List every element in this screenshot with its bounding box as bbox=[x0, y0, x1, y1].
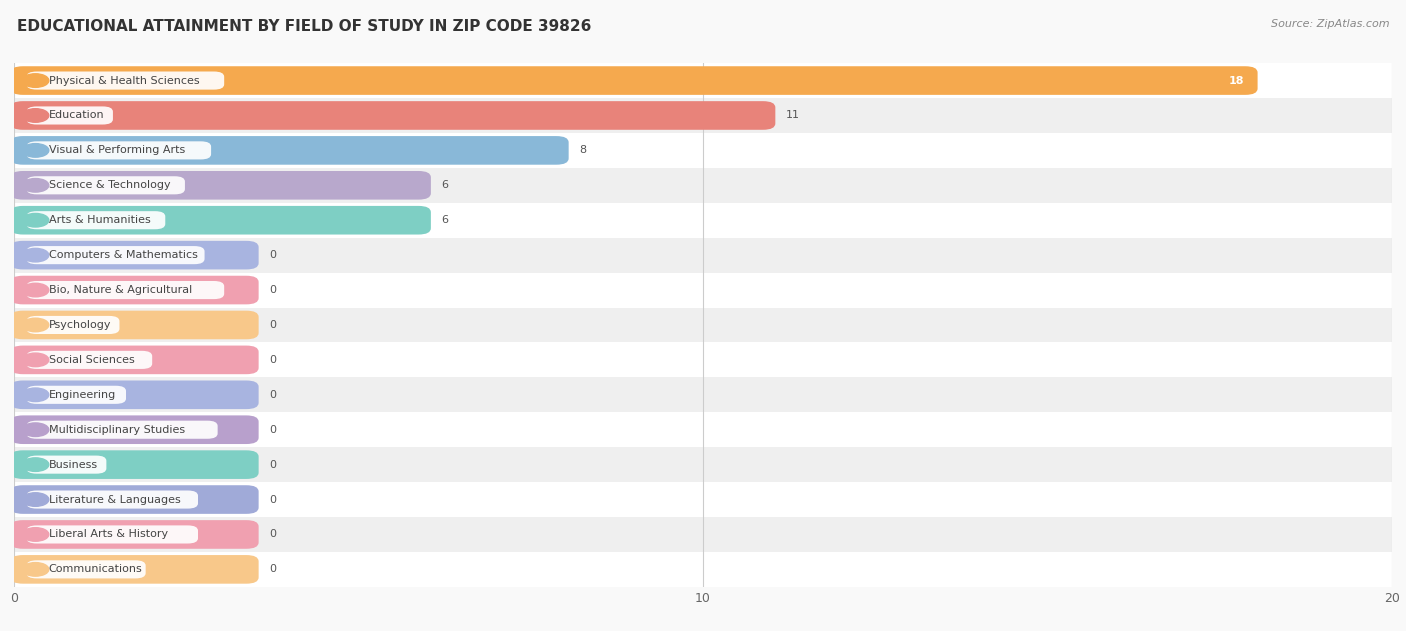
Circle shape bbox=[22, 423, 49, 437]
Text: Literature & Languages: Literature & Languages bbox=[48, 495, 180, 505]
FancyBboxPatch shape bbox=[11, 241, 259, 269]
FancyBboxPatch shape bbox=[27, 176, 186, 194]
FancyBboxPatch shape bbox=[11, 310, 259, 339]
FancyBboxPatch shape bbox=[27, 211, 166, 229]
Circle shape bbox=[22, 493, 49, 506]
FancyBboxPatch shape bbox=[27, 456, 107, 474]
Text: 0: 0 bbox=[269, 564, 276, 574]
Text: 0: 0 bbox=[269, 320, 276, 330]
FancyBboxPatch shape bbox=[0, 168, 1406, 203]
Text: 0: 0 bbox=[269, 250, 276, 260]
Circle shape bbox=[22, 74, 49, 87]
Text: 18: 18 bbox=[1229, 76, 1244, 86]
Circle shape bbox=[22, 144, 49, 157]
FancyBboxPatch shape bbox=[11, 555, 259, 584]
Text: Psychology: Psychology bbox=[48, 320, 111, 330]
Text: Bio, Nature & Agricultural: Bio, Nature & Agricultural bbox=[48, 285, 191, 295]
FancyBboxPatch shape bbox=[27, 526, 198, 543]
Text: Visual & Performing Arts: Visual & Performing Arts bbox=[48, 145, 184, 155]
FancyBboxPatch shape bbox=[11, 520, 259, 549]
FancyBboxPatch shape bbox=[11, 380, 259, 409]
Text: 0: 0 bbox=[269, 459, 276, 469]
FancyBboxPatch shape bbox=[27, 421, 218, 439]
Text: Physical & Health Sciences: Physical & Health Sciences bbox=[48, 76, 200, 86]
FancyBboxPatch shape bbox=[11, 451, 259, 479]
FancyBboxPatch shape bbox=[11, 136, 568, 165]
Text: 0: 0 bbox=[269, 285, 276, 295]
FancyBboxPatch shape bbox=[0, 552, 1406, 587]
FancyBboxPatch shape bbox=[0, 517, 1406, 552]
Circle shape bbox=[22, 179, 49, 192]
FancyBboxPatch shape bbox=[27, 316, 120, 334]
Text: Arts & Humanities: Arts & Humanities bbox=[48, 215, 150, 225]
FancyBboxPatch shape bbox=[27, 246, 204, 264]
FancyBboxPatch shape bbox=[27, 386, 127, 404]
Circle shape bbox=[22, 458, 49, 471]
Text: Science & Technology: Science & Technology bbox=[48, 180, 170, 191]
FancyBboxPatch shape bbox=[27, 560, 146, 579]
FancyBboxPatch shape bbox=[27, 71, 224, 90]
Text: EDUCATIONAL ATTAINMENT BY FIELD OF STUDY IN ZIP CODE 39826: EDUCATIONAL ATTAINMENT BY FIELD OF STUDY… bbox=[17, 19, 592, 34]
Text: 0: 0 bbox=[269, 355, 276, 365]
FancyBboxPatch shape bbox=[0, 447, 1406, 482]
FancyBboxPatch shape bbox=[27, 141, 211, 160]
Text: 6: 6 bbox=[441, 215, 449, 225]
Circle shape bbox=[22, 249, 49, 262]
FancyBboxPatch shape bbox=[11, 206, 430, 235]
FancyBboxPatch shape bbox=[0, 203, 1406, 238]
Text: Source: ZipAtlas.com: Source: ZipAtlas.com bbox=[1271, 19, 1389, 29]
Circle shape bbox=[22, 283, 49, 297]
Circle shape bbox=[22, 109, 49, 122]
FancyBboxPatch shape bbox=[0, 307, 1406, 343]
Text: 0: 0 bbox=[269, 495, 276, 505]
FancyBboxPatch shape bbox=[0, 377, 1406, 412]
FancyBboxPatch shape bbox=[11, 485, 259, 514]
Text: 0: 0 bbox=[269, 390, 276, 400]
FancyBboxPatch shape bbox=[27, 281, 224, 299]
Text: Education: Education bbox=[48, 110, 104, 121]
Text: 8: 8 bbox=[579, 145, 586, 155]
Text: Social Sciences: Social Sciences bbox=[48, 355, 134, 365]
FancyBboxPatch shape bbox=[0, 98, 1406, 133]
Text: 0: 0 bbox=[269, 425, 276, 435]
Text: Business: Business bbox=[48, 459, 97, 469]
Text: 6: 6 bbox=[441, 180, 449, 191]
FancyBboxPatch shape bbox=[0, 482, 1406, 517]
FancyBboxPatch shape bbox=[11, 276, 259, 304]
FancyBboxPatch shape bbox=[27, 351, 152, 369]
FancyBboxPatch shape bbox=[11, 346, 259, 374]
FancyBboxPatch shape bbox=[0, 63, 1406, 98]
Text: Communications: Communications bbox=[48, 564, 142, 574]
FancyBboxPatch shape bbox=[11, 171, 430, 199]
Circle shape bbox=[22, 528, 49, 541]
Circle shape bbox=[22, 213, 49, 227]
Text: 11: 11 bbox=[786, 110, 800, 121]
FancyBboxPatch shape bbox=[27, 490, 198, 509]
FancyBboxPatch shape bbox=[0, 343, 1406, 377]
FancyBboxPatch shape bbox=[0, 412, 1406, 447]
Circle shape bbox=[22, 318, 49, 332]
FancyBboxPatch shape bbox=[0, 238, 1406, 273]
FancyBboxPatch shape bbox=[0, 133, 1406, 168]
FancyBboxPatch shape bbox=[11, 66, 1257, 95]
Circle shape bbox=[22, 563, 49, 576]
FancyBboxPatch shape bbox=[27, 107, 112, 124]
FancyBboxPatch shape bbox=[11, 101, 775, 130]
Circle shape bbox=[22, 388, 49, 401]
Circle shape bbox=[22, 353, 49, 367]
FancyBboxPatch shape bbox=[0, 273, 1406, 307]
FancyBboxPatch shape bbox=[11, 415, 259, 444]
Text: Computers & Mathematics: Computers & Mathematics bbox=[48, 250, 197, 260]
Text: Multidisciplinary Studies: Multidisciplinary Studies bbox=[48, 425, 184, 435]
Text: 0: 0 bbox=[269, 529, 276, 540]
Text: Liberal Arts & History: Liberal Arts & History bbox=[48, 529, 167, 540]
Text: Engineering: Engineering bbox=[48, 390, 115, 400]
